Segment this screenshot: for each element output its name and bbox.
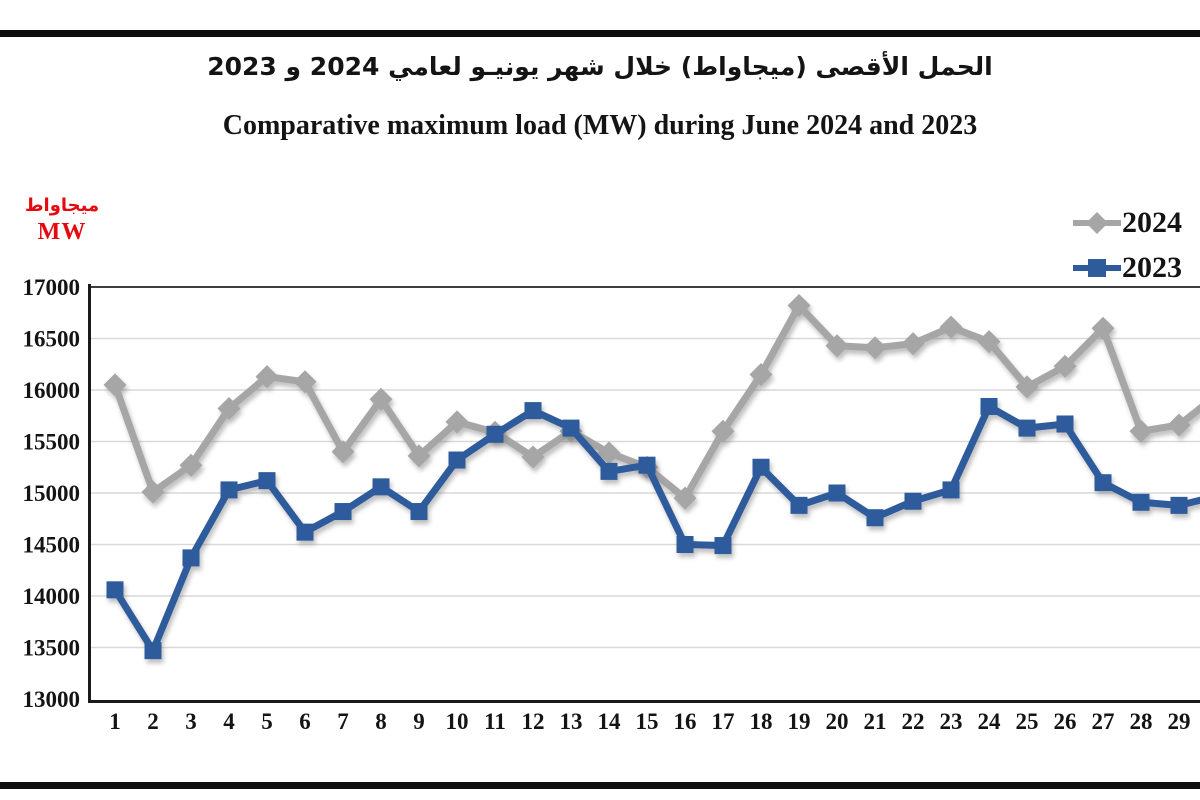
bottom-horizontal-rule (0, 782, 1200, 789)
svg-text:15000: 15000 (23, 481, 81, 506)
svg-text:6: 6 (299, 709, 311, 734)
svg-text:16000: 16000 (23, 378, 81, 403)
legend-label-2023: 2023 (1122, 250, 1182, 284)
legend: 2024 2023 (1072, 200, 1182, 290)
svg-text:13000: 13000 (23, 687, 81, 712)
svg-text:1: 1 (109, 709, 121, 734)
svg-text:16: 16 (674, 709, 697, 734)
svg-text:27: 27 (1092, 709, 1115, 734)
svg-text:3: 3 (185, 709, 197, 734)
svg-text:16500: 16500 (23, 327, 81, 352)
svg-text:17000: 17000 (23, 275, 81, 300)
svg-text:15: 15 (636, 709, 659, 734)
chart-title-arabic: الحمل الأقصى (ميجاواط) خلال شهر يونيـو ل… (207, 52, 993, 81)
svg-text:12: 12 (522, 709, 545, 734)
svg-text:9: 9 (413, 709, 425, 734)
y-axis-unit-label: ميجاواط MW (14, 194, 110, 249)
svg-text:5: 5 (261, 709, 273, 734)
svg-text:28: 28 (1130, 709, 1153, 734)
svg-text:7: 7 (337, 709, 349, 734)
legend-marker-2024-diamond-icon (1073, 211, 1121, 234)
svg-text:22: 22 (902, 709, 925, 734)
legend-item-2023: 2023 (1072, 245, 1182, 290)
top-horizontal-rule (0, 30, 1200, 37)
svg-text:18: 18 (750, 709, 773, 734)
svg-text:26: 26 (1054, 709, 1077, 734)
svg-text:17: 17 (712, 709, 735, 734)
svg-text:13500: 13500 (23, 636, 81, 661)
svg-text:29: 29 (1168, 709, 1191, 734)
svg-text:14000: 14000 (23, 584, 81, 609)
svg-text:13: 13 (560, 709, 583, 734)
svg-text:10: 10 (446, 709, 469, 734)
unit-label-mw: MW (37, 219, 87, 246)
svg-text:2: 2 (147, 709, 159, 734)
chart-title-english: Comparative maximum load (MW) during Jun… (222, 110, 978, 141)
svg-text:4: 4 (223, 709, 235, 734)
svg-text:14: 14 (598, 709, 622, 734)
legend-label-2024: 2024 (1122, 205, 1182, 239)
svg-text:19: 19 (788, 709, 811, 734)
legend-marker-2023-square-icon (1073, 258, 1121, 277)
svg-text:23: 23 (940, 709, 963, 734)
svg-text:24: 24 (978, 709, 1002, 734)
legend-item-2024: 2024 (1072, 200, 1182, 245)
svg-text:8: 8 (375, 709, 387, 734)
svg-text:25: 25 (1016, 709, 1039, 734)
unit-label-arabic: ميجاواط (24, 195, 100, 216)
svg-text:11: 11 (484, 709, 506, 734)
svg-text:21: 21 (864, 709, 887, 734)
series-2023-line (106, 397, 1200, 660)
svg-text:20: 20 (826, 709, 849, 734)
svg-text:14500: 14500 (23, 533, 81, 558)
svg-text:15500: 15500 (23, 430, 81, 455)
